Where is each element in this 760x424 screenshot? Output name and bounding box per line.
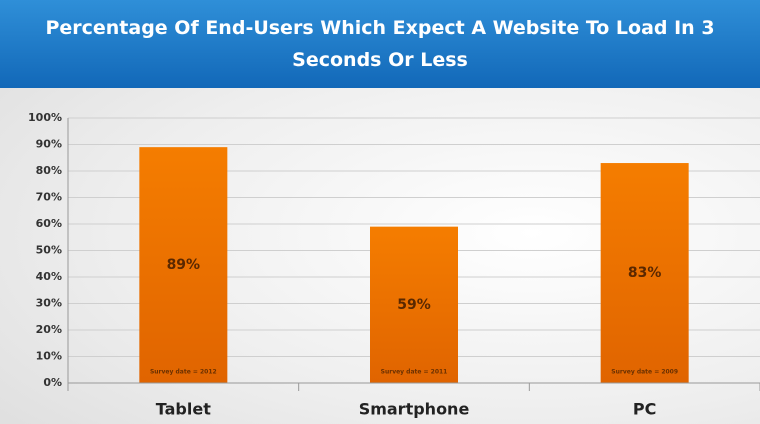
value-label: 59% bbox=[397, 297, 431, 313]
y-tick-label: 80% bbox=[36, 164, 62, 177]
chart-title: Percentage Of End-Users Which Expect A W… bbox=[45, 17, 715, 71]
y-tick-label: 90% bbox=[36, 138, 62, 151]
value-label: 89% bbox=[167, 257, 201, 273]
bar-annotation: Survey date = 2012 bbox=[150, 369, 217, 376]
x-tick-label: PC bbox=[633, 400, 656, 419]
y-tick-label: 70% bbox=[36, 191, 62, 204]
x-tick-label: Smartphone bbox=[359, 400, 470, 419]
y-tick-label: 60% bbox=[36, 217, 62, 230]
bar bbox=[600, 163, 689, 383]
bar-annotation: Survey date = 2011 bbox=[381, 369, 448, 376]
y-tick-label: 40% bbox=[36, 270, 62, 283]
bar bbox=[370, 226, 458, 383]
y-tick-label: 50% bbox=[36, 244, 62, 257]
bar bbox=[139, 147, 228, 383]
y-tick-label: 100% bbox=[28, 111, 62, 124]
x-tick-label: Tablet bbox=[156, 400, 211, 419]
value-label: 83% bbox=[628, 265, 662, 281]
y-tick-label: 0% bbox=[43, 376, 62, 389]
bar-annotation: Survey date = 2009 bbox=[611, 369, 678, 376]
y-tick-label: 30% bbox=[36, 297, 62, 310]
header: Percentage Of End-Users Which Expect A W… bbox=[0, 0, 760, 88]
y-tick-label: 20% bbox=[36, 323, 62, 336]
y-tick-label: 10% bbox=[36, 350, 62, 363]
